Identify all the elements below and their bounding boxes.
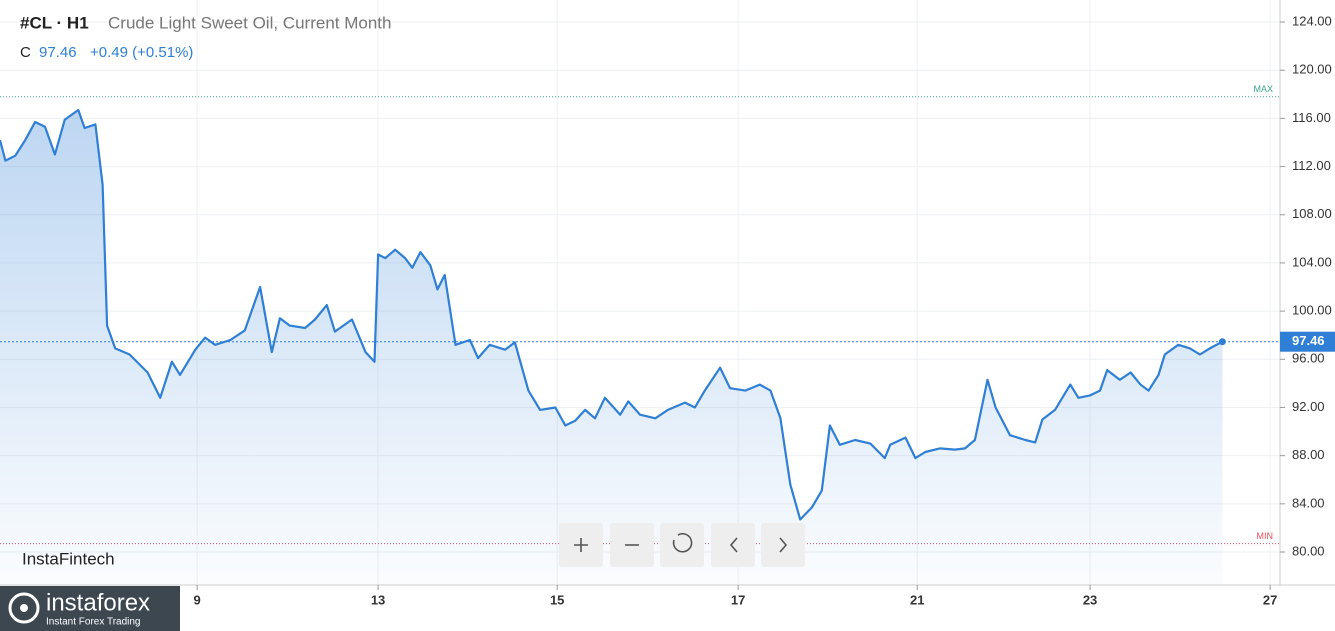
price-tag	[1280, 331, 1335, 352]
scroll-right-button[interactable]	[761, 523, 805, 567]
x-tick-label: 15	[550, 592, 564, 607]
y-tick-label: 88.00	[1292, 447, 1325, 462]
y-tick-label: 80.00	[1292, 543, 1325, 558]
y-tick-label: 120.00	[1292, 62, 1332, 77]
y-tick-label: 112.00	[1292, 158, 1331, 173]
x-tick-label: 17	[731, 592, 745, 607]
area	[0, 110, 1223, 585]
y-tick-label: 124.00	[1292, 13, 1332, 28]
brand-bar	[0, 586, 180, 631]
brand-tagline: Instant Forex Trading	[46, 617, 141, 628]
watermark: InstaFintech	[22, 549, 115, 568]
price-tag-label: 97.46	[1292, 333, 1325, 348]
y-tick-label: 84.00	[1292, 495, 1325, 510]
brand: instaforex	[46, 589, 150, 616]
x-tick-label: 13	[371, 592, 385, 607]
icon	[729, 537, 738, 553]
reference-label: MAX	[1253, 84, 1273, 94]
y-tick-label: 108.00	[1292, 206, 1332, 221]
chart-title: Crude Light Sweet Oil, Current Month	[108, 13, 391, 32]
icon	[779, 537, 788, 553]
y-tick-label: 100.00	[1292, 303, 1332, 318]
zoom-controls	[559, 523, 805, 567]
icon	[672, 532, 693, 553]
x-tick-label: 23	[1083, 592, 1097, 607]
y-tick-label: 104.00	[1292, 254, 1332, 269]
reset-button[interactable]	[660, 523, 704, 567]
price-change: +0.49 (+0.51%)	[90, 44, 193, 61]
close-label: C	[20, 44, 31, 61]
scroll-left-button[interactable]	[711, 523, 755, 567]
y-tick-label: 116.00	[1292, 110, 1331, 125]
y-tick-label: 92.00	[1292, 399, 1325, 414]
x-tick-label: 9	[194, 592, 201, 607]
last-price: 97.46	[39, 44, 77, 61]
icon	[574, 538, 588, 552]
symbol: #CL · H1	[20, 13, 89, 32]
x-tick-label: 27	[1263, 592, 1277, 607]
brand-icon	[8, 592, 40, 624]
x-tick-label: 21	[910, 592, 924, 607]
price-line	[0, 108, 1223, 521]
last-point	[1218, 338, 1226, 346]
reference-label: MIN	[1257, 531, 1274, 541]
y-tick-label: 96.00	[1292, 351, 1325, 366]
